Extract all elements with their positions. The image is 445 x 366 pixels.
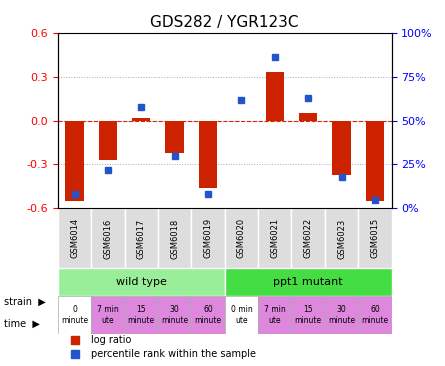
Text: percentile rank within the sample: percentile rank within the sample (91, 349, 256, 359)
Text: 15
minute: 15 minute (295, 305, 322, 325)
Bar (65, 121, 84, 201)
Text: wild type: wild type (116, 277, 167, 287)
FancyBboxPatch shape (325, 208, 358, 269)
Bar (166, 121, 184, 153)
Text: GSM6017: GSM6017 (137, 218, 146, 258)
Text: GSM6016: GSM6016 (103, 218, 113, 258)
FancyBboxPatch shape (158, 208, 191, 269)
Text: 0 min
ute: 0 min ute (231, 305, 252, 325)
FancyBboxPatch shape (358, 208, 392, 269)
FancyBboxPatch shape (58, 296, 91, 334)
FancyBboxPatch shape (58, 269, 225, 296)
FancyBboxPatch shape (325, 296, 358, 334)
Text: GSM6020: GSM6020 (237, 219, 246, 258)
FancyBboxPatch shape (225, 296, 258, 334)
Bar (366, 121, 384, 201)
Bar (199, 121, 217, 188)
Text: GSM6021: GSM6021 (270, 219, 279, 258)
FancyBboxPatch shape (291, 296, 325, 334)
Text: strain  ▶: strain ▶ (4, 297, 46, 307)
Text: 60
minute: 60 minute (361, 305, 388, 325)
FancyBboxPatch shape (58, 208, 91, 269)
FancyBboxPatch shape (225, 269, 392, 296)
Bar (299, 113, 317, 121)
Text: 30
minute: 30 minute (328, 305, 355, 325)
FancyBboxPatch shape (125, 208, 158, 269)
Text: GSM6022: GSM6022 (303, 219, 313, 258)
Title: GDS282 / YGR123C: GDS282 / YGR123C (150, 15, 299, 30)
FancyBboxPatch shape (158, 296, 191, 334)
Text: ppt1 mutant: ppt1 mutant (273, 277, 343, 287)
Text: time  ▶: time ▶ (4, 319, 40, 329)
FancyBboxPatch shape (258, 208, 291, 269)
Bar (99, 121, 117, 160)
Text: 7 min
ute: 7 min ute (264, 305, 286, 325)
Bar (132, 118, 150, 121)
FancyBboxPatch shape (225, 208, 258, 269)
Text: GSM6018: GSM6018 (170, 218, 179, 258)
FancyBboxPatch shape (91, 208, 125, 269)
Text: 60
minute: 60 minute (194, 305, 222, 325)
Text: 30
minute: 30 minute (161, 305, 188, 325)
Text: GSM6015: GSM6015 (370, 219, 380, 258)
FancyBboxPatch shape (291, 208, 325, 269)
Text: GSM6019: GSM6019 (203, 219, 213, 258)
Text: 0
minute: 0 minute (61, 305, 88, 325)
Text: GSM6023: GSM6023 (337, 218, 346, 258)
FancyBboxPatch shape (358, 296, 392, 334)
FancyBboxPatch shape (125, 296, 158, 334)
Bar (332, 121, 351, 175)
FancyBboxPatch shape (258, 296, 291, 334)
FancyBboxPatch shape (91, 296, 125, 334)
Text: GSM6014: GSM6014 (70, 219, 79, 258)
Text: log ratio: log ratio (91, 335, 132, 345)
FancyBboxPatch shape (191, 296, 225, 334)
Bar (266, 72, 284, 121)
Text: 15
minute: 15 minute (128, 305, 155, 325)
FancyBboxPatch shape (191, 208, 225, 269)
Text: 7 min
ute: 7 min ute (97, 305, 119, 325)
